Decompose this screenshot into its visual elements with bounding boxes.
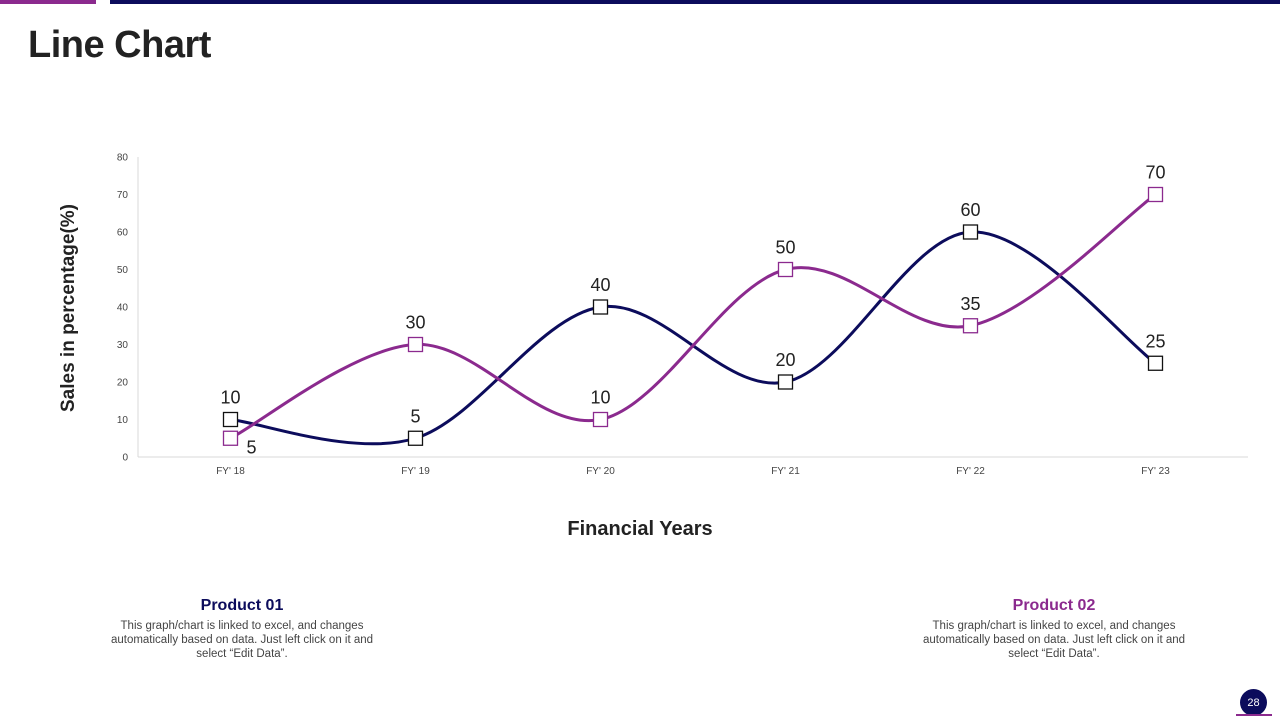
data-label: 10 bbox=[590, 388, 610, 408]
series-2-marker bbox=[222, 430, 239, 446]
series-2-marker bbox=[592, 411, 609, 428]
product-01-description: This graph/chart is linked to excel, and… bbox=[110, 620, 374, 660]
series-1-marker bbox=[222, 411, 239, 428]
y-tick-label: 70 bbox=[117, 190, 129, 201]
y-tick-label: 10 bbox=[117, 415, 129, 426]
page-title: Line Chart bbox=[28, 24, 211, 66]
y-tick-label: 60 bbox=[117, 228, 129, 239]
series-1-marker bbox=[592, 299, 609, 315]
data-label: 70 bbox=[1145, 163, 1165, 183]
page-number-underline bbox=[1236, 714, 1272, 716]
data-label: 20 bbox=[775, 350, 795, 370]
series-line-2 bbox=[229, 193, 1157, 440]
x-tick-label: FY' 20 bbox=[586, 466, 615, 477]
page-number-badge: 28 bbox=[1240, 689, 1267, 716]
data-label: 5 bbox=[410, 406, 420, 426]
y-tick-label: 0 bbox=[122, 453, 128, 464]
product-02-card: Product 02 This graph/chart is linked to… bbox=[919, 597, 1189, 661]
product-01-card: Product 01 This graph/chart is linked to… bbox=[107, 597, 377, 661]
data-label: 40 bbox=[590, 275, 610, 295]
x-tick-label: FY' 18 bbox=[216, 466, 245, 477]
data-label: 50 bbox=[775, 238, 795, 258]
series-1-marker bbox=[962, 224, 979, 240]
data-label: 10 bbox=[220, 388, 240, 408]
y-tick-label: 40 bbox=[117, 303, 129, 314]
x-tick-label: FY' 21 bbox=[771, 466, 800, 477]
series-2-marker bbox=[962, 318, 979, 334]
data-label: 60 bbox=[960, 200, 980, 220]
x-tick-label: FY' 22 bbox=[956, 466, 985, 477]
series-2-marker bbox=[1147, 186, 1164, 203]
series-2-marker bbox=[777, 261, 794, 278]
y-tick-label: 20 bbox=[117, 378, 129, 389]
data-label: 30 bbox=[405, 313, 425, 333]
data-label: 5 bbox=[246, 437, 256, 457]
series-2-marker bbox=[407, 336, 424, 353]
series-1-marker bbox=[407, 430, 424, 446]
top-accent-bar-right bbox=[110, 0, 1280, 4]
product-01-title: Product 01 bbox=[200, 597, 284, 614]
y-tick-label: 30 bbox=[117, 340, 129, 351]
x-tick-label: FY' 19 bbox=[401, 466, 430, 477]
series-1-marker bbox=[777, 374, 794, 390]
product-02-description: This graph/chart is linked to excel, and… bbox=[922, 620, 1186, 660]
data-label: 25 bbox=[1145, 331, 1165, 351]
y-tick-label: 80 bbox=[117, 153, 129, 164]
x-axis-title: Financial Years bbox=[567, 518, 713, 540]
series-1-marker bbox=[1147, 355, 1164, 371]
top-accent-bar-left bbox=[0, 0, 96, 4]
data-label: 35 bbox=[960, 294, 980, 314]
y-tick-label: 50 bbox=[117, 265, 129, 276]
y-axis-title: Sales in percentage(%) bbox=[58, 203, 79, 413]
product-02-title: Product 02 bbox=[1012, 597, 1096, 614]
series-line-1 bbox=[229, 230, 1157, 446]
x-tick-label: FY' 23 bbox=[1141, 466, 1170, 477]
